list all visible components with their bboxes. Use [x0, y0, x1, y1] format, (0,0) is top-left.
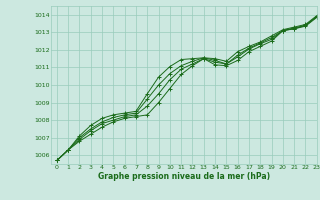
- X-axis label: Graphe pression niveau de la mer (hPa): Graphe pression niveau de la mer (hPa): [98, 172, 270, 181]
